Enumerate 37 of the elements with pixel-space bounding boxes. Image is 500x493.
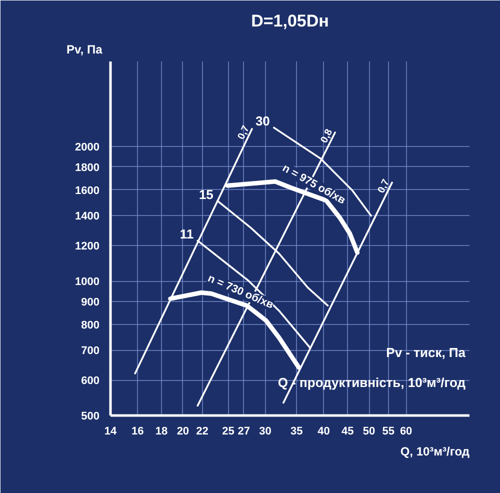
- y-tick-label: 600: [81, 375, 100, 388]
- text: 0,7: [376, 177, 392, 196]
- x-axis-title: Q, 10³м³/год: [400, 444, 470, 458]
- x-tick-label: 60: [400, 426, 412, 438]
- x-tick-label: 40: [318, 426, 330, 438]
- text: n = 975 об/хв: [280, 162, 348, 207]
- x-tick-label: 14: [104, 426, 118, 438]
- series-label: 11: [180, 226, 194, 242]
- x-tick-label: 18: [155, 426, 168, 438]
- x-tick-label: 20: [176, 426, 190, 438]
- y-axis-title: Pv, Па: [66, 42, 103, 56]
- y-tick-label: 2000: [75, 142, 100, 154]
- x-tick-label: 25: [222, 426, 234, 438]
- y-tick-label: 1400: [75, 210, 100, 223]
- series-label: 15: [198, 186, 214, 202]
- y-tick-label: 500: [81, 410, 100, 422]
- x-tick-label: 35: [290, 426, 303, 438]
- x-tick-label: 55: [382, 426, 395, 438]
- x-tick-label: 16: [132, 426, 144, 438]
- series-label: 30: [255, 114, 270, 129]
- y-tick-label: 1000: [75, 276, 100, 288]
- y-tick-label: 900: [81, 296, 100, 308]
- annotation: Pv - тиск, Па: [386, 345, 466, 360]
- chart-title: D=1,05Dн: [251, 12, 329, 30]
- text: 0,8: [318, 127, 336, 145]
- text: 0,7: [236, 124, 252, 142]
- x-tick-label: 50: [362, 426, 376, 438]
- y-tick-label: 700: [81, 345, 100, 358]
- y-tick-label: 1600: [75, 184, 100, 197]
- x-tick-label: 22: [196, 426, 208, 438]
- x-tick-label: 45: [342, 426, 354, 438]
- y-tick-label: 1200: [75, 240, 100, 253]
- text: n = 730 об/хв: [206, 272, 276, 312]
- x-tick-label: 27: [238, 426, 250, 438]
- y-tick-label: 800: [81, 319, 100, 332]
- x-tick-label: 30: [259, 426, 272, 438]
- y-tick-label: 1800: [75, 162, 100, 174]
